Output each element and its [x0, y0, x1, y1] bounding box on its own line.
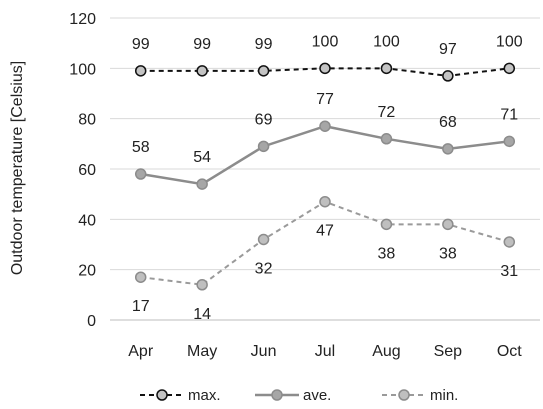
- x-tick-label: May: [187, 343, 217, 360]
- data-point-min: [442, 218, 454, 231]
- legend-label-min: min.: [430, 387, 458, 404]
- data-label-max: 99: [132, 36, 150, 53]
- x-tick-label: Sep: [434, 343, 463, 360]
- x-tick-label: Jul: [315, 343, 335, 360]
- data-point-max: [503, 62, 516, 75]
- x-tick-label: Aug: [372, 343, 400, 360]
- data-point-max: [257, 65, 270, 77]
- data-point-min: [134, 271, 147, 283]
- x-tick-label: Oct: [497, 343, 522, 360]
- data-point-max: [196, 65, 208, 77]
- data-label-min: 47: [316, 223, 334, 240]
- data-label-max: 97: [439, 41, 457, 58]
- legend-label-ave: ave.: [303, 387, 331, 404]
- y-tick-label: 0: [87, 313, 96, 330]
- x-tick-label: Jun: [251, 343, 277, 360]
- data-label-ave: 58: [132, 139, 150, 156]
- data-label-max: 99: [255, 36, 273, 53]
- data-label-max: 100: [312, 33, 339, 50]
- data-point-ave: [380, 133, 393, 145]
- series-markers: [134, 62, 516, 291]
- y-tick-label: 120: [69, 11, 96, 28]
- data-label-max: 100: [373, 33, 400, 50]
- data-point-ave: [319, 120, 331, 132]
- data-point-min: [257, 233, 270, 246]
- y-axis-label: Outdoor temperature [Celsius]: [9, 61, 26, 275]
- data-label-ave: 71: [500, 106, 518, 123]
- data-point-min: [380, 218, 393, 231]
- data-label-max: 100: [496, 33, 523, 50]
- data-label-min: 32: [255, 260, 273, 277]
- legend-marker-ave: [271, 389, 283, 401]
- data-label-max: 99: [193, 36, 211, 53]
- data-label-min: 14: [193, 306, 211, 323]
- x-axis-ticks: Apr May Jun Jul Aug Sep Oct: [128, 343, 522, 360]
- data-label-ave: 77: [316, 91, 334, 108]
- data-label-min: 38: [439, 245, 457, 262]
- data-label-ave: 69: [255, 111, 273, 128]
- y-tick-label: 40: [78, 212, 96, 229]
- data-point-max: [442, 70, 454, 82]
- data-label-min: 17: [132, 298, 150, 315]
- data-point-ave: [196, 178, 208, 190]
- data-point-ave: [503, 135, 516, 148]
- y-tick-label: 100: [69, 61, 96, 78]
- data-point-max: [319, 62, 331, 75]
- series-line-min: [140, 200, 510, 286]
- data-point-ave: [257, 140, 270, 153]
- x-tick-label: Apr: [128, 343, 154, 360]
- y-tick-label: 80: [78, 112, 96, 129]
- legend: max. ave. min.: [140, 387, 458, 404]
- data-point-max: [380, 62, 393, 75]
- data-point-min: [196, 279, 208, 291]
- data-label-ave: 72: [378, 104, 396, 121]
- data-label-ave: 68: [439, 114, 457, 131]
- legend-marker-min: [398, 389, 410, 401]
- data-label-ave: 54: [193, 149, 211, 166]
- data-point-min: [319, 195, 331, 208]
- data-point-max: [134, 65, 147, 77]
- data-point-ave: [442, 143, 454, 155]
- data-labels: 99 99 99 100 100 97 100 58 54 69 77 72 68 71 17 14 32 47 3…: [132, 33, 523, 322]
- data-point-min: [503, 236, 516, 248]
- legend-marker-max: [156, 389, 168, 401]
- y-tick-label: 20: [78, 263, 96, 280]
- y-axis-ticks: 0 20 40 60 80 100 120: [69, 11, 96, 330]
- y-tick-label: 60: [78, 162, 96, 179]
- data-label-min: 38: [378, 245, 396, 262]
- data-point-ave: [134, 168, 147, 180]
- data-label-min: 31: [500, 263, 518, 280]
- legend-label-max: max.: [188, 387, 221, 404]
